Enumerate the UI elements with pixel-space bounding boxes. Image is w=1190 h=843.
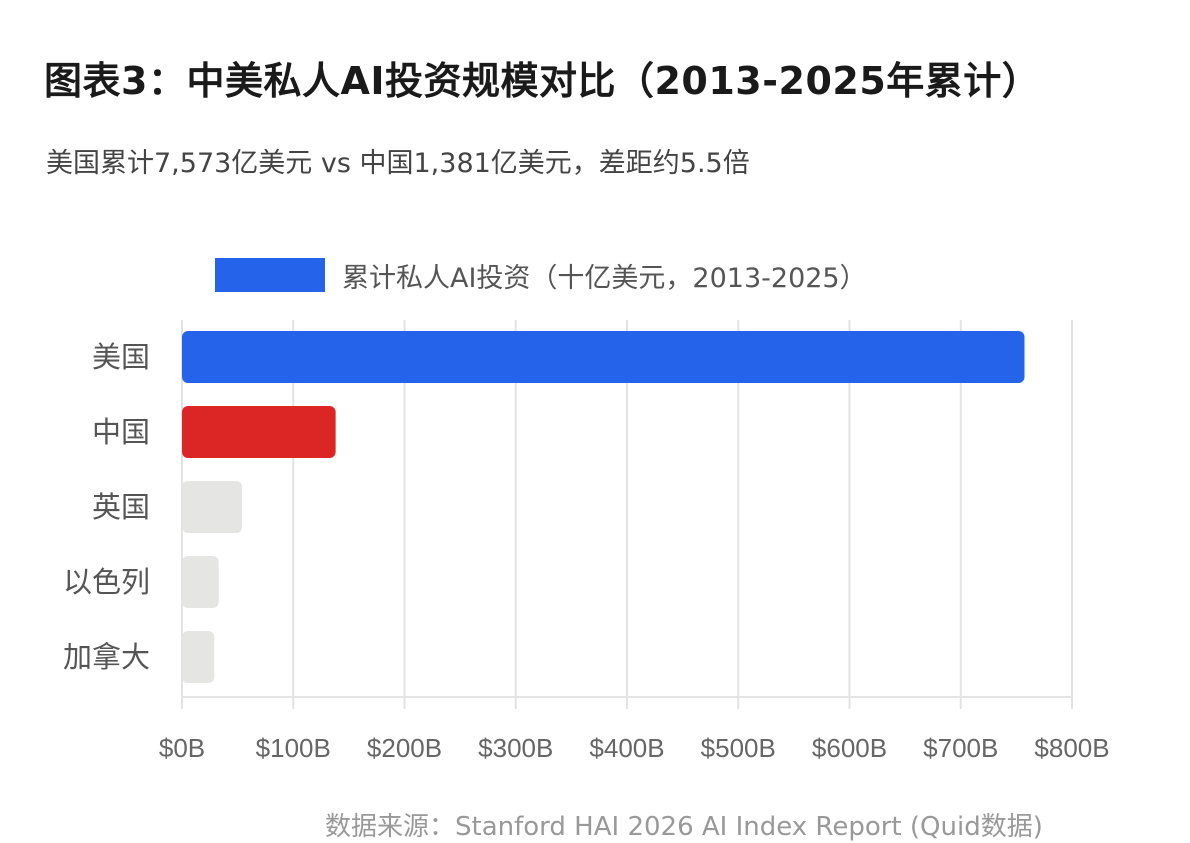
data-source-note: 数据来源：Stanford HAI 2026 AI Index Report (… [325,812,1043,842]
chart-subtitle: 美国累计7,573亿美元 vs 中国1,381亿美元，差距约5.5倍 [46,148,750,179]
category-label: 中国 [92,415,150,449]
category-label: 以色列 [63,565,150,599]
x-tick-label: $400B [589,733,664,763]
category-label: 加拿大 [63,640,150,674]
x-tick-label: $300B [478,733,553,763]
category-label: 美国 [92,340,150,374]
legend-swatch [215,258,325,292]
x-tick-label: $100B [256,733,331,763]
x-tick-label: $600B [812,733,887,763]
x-tick-label: $800B [1034,733,1109,763]
category-label: 英国 [92,490,150,524]
x-tick-label: $500B [701,733,776,763]
bar-chart: $0B $100B $200B $300B $400B $500B $600B $700B $8… [63,320,1110,763]
bar [182,406,336,458]
bar [182,481,243,533]
bar [182,331,1025,383]
chart-legend: 累计私人AI投资（十亿美元，2013-2025） [215,255,867,295]
x-tick-label: $700B [923,733,998,763]
chart-title: 图表3：中美私人AI投资规模对比（2013-2025年累计） [44,59,1041,103]
x-tick-label: $200B [367,733,442,763]
bar [182,631,215,683]
x-tick-label: $0B [159,733,205,763]
legend-label: 累计私人AI投资（十亿美元，2013-2025） [342,262,867,294]
bar [182,556,219,608]
